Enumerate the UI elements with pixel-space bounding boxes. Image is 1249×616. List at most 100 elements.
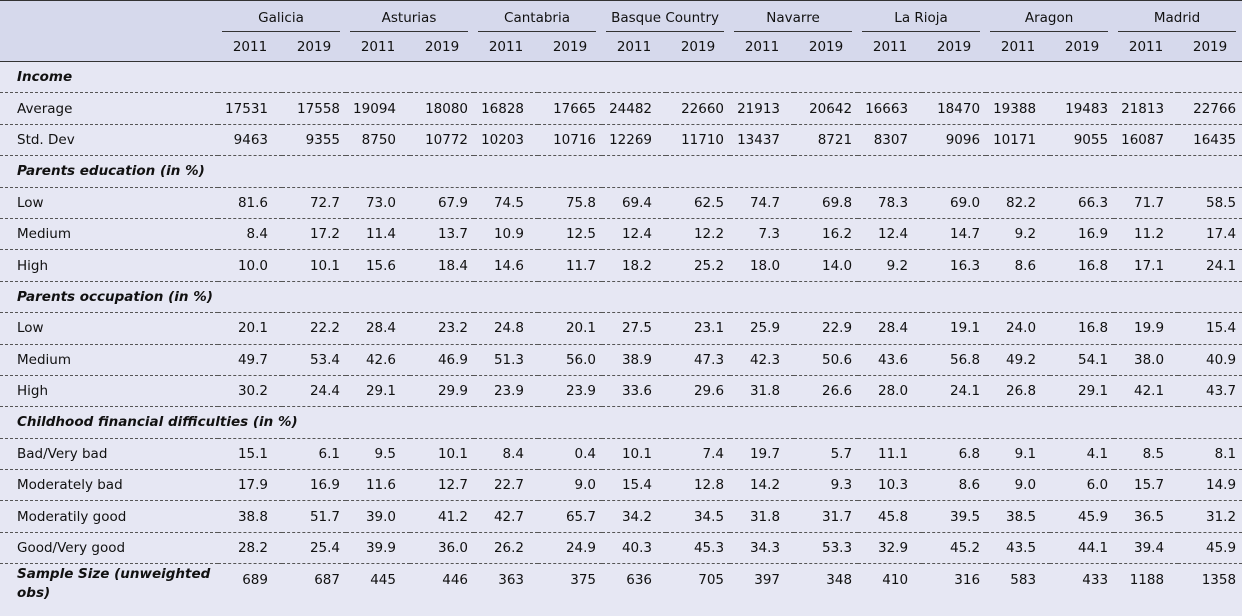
cell: 14.9: [1178, 469, 1243, 502]
cell: 1188: [1129, 572, 1165, 589]
row-label: High: [0, 249, 218, 282]
cell: 13437: [730, 124, 795, 157]
region-name: Navarre: [734, 10, 853, 32]
cell: 25.4: [282, 532, 346, 565]
cell: 28.0: [858, 375, 923, 408]
cell: 45.2: [922, 532, 987, 565]
cell: 28.2: [218, 532, 282, 565]
cell: 67.9: [410, 187, 475, 219]
cell: 74.7: [730, 187, 795, 219]
year-header: 2019: [282, 32, 346, 62]
cell: 43.6: [858, 344, 923, 376]
cell: 69.0: [922, 187, 987, 219]
section-row: Childhood financial difficulties (in %): [0, 406, 1243, 439]
row-label: High: [0, 375, 218, 408]
cell: 10.1: [602, 438, 667, 471]
year-header: 2019: [1050, 32, 1115, 62]
year-header: 2019: [1178, 32, 1243, 62]
cell: 9463: [218, 124, 282, 157]
cell: 11.4: [346, 218, 410, 251]
year-header: 2019: [794, 32, 859, 62]
cell: 50.6: [794, 344, 859, 376]
cell: 19094: [346, 92, 410, 125]
cell: 74.5: [474, 187, 539, 219]
cell: 66.3: [1050, 187, 1115, 219]
cell: 26.6: [794, 375, 859, 408]
cell: 71.7: [1114, 187, 1179, 219]
row-label: Moderately bad: [0, 469, 218, 502]
cell: 32.9: [858, 532, 923, 565]
region-header: Aragon: [986, 0, 1115, 32]
cell: 9.5: [346, 438, 410, 471]
row-label: Medium: [0, 218, 218, 251]
cell: 49.2: [986, 344, 1051, 376]
cell: 11.2: [1114, 218, 1179, 251]
cell: 687: [314, 572, 340, 589]
cell: 31.7: [794, 500, 859, 533]
year-header: 2011: [730, 32, 795, 62]
cell: 38.8: [218, 500, 282, 533]
cell: 16.9: [1050, 218, 1115, 251]
cell: 36.0: [410, 532, 475, 565]
cell: 25.2: [666, 249, 731, 282]
cell: 26.2: [474, 532, 539, 565]
year-header: 2011: [1114, 32, 1179, 62]
region-name: Galicia: [222, 10, 340, 32]
cell: 12.8: [666, 469, 731, 502]
cell: 29.6: [666, 375, 731, 408]
cell: 22.7: [474, 469, 539, 502]
cell: 9.0: [538, 469, 603, 502]
cell: 19.1: [922, 312, 987, 345]
cell: 51.7: [282, 500, 346, 533]
cell: 10.0: [218, 249, 282, 282]
row-label: Bad/Very bad: [0, 438, 218, 471]
cell: 9.3: [794, 469, 859, 502]
cell: 36.5: [1114, 500, 1179, 533]
cell: 24.1: [922, 375, 987, 408]
cell: 10171: [986, 124, 1051, 157]
cell: 8.1: [1178, 438, 1243, 471]
cell: 689: [242, 572, 268, 589]
table-row: Low 81.6 72.7 73.0 67.9 74.5 75.8 69.4 62.5 74.7 6…: [0, 187, 1243, 219]
cell: 446: [442, 572, 469, 589]
cell: 18080: [410, 92, 475, 125]
cell: 26.8: [986, 375, 1051, 408]
cell: 8750: [346, 124, 410, 157]
region-header: La Rioja: [858, 0, 987, 32]
table-row: Good/Very good 28.2 25.4 39.9 36.0 26.2 24.9 40…: [0, 532, 1243, 565]
row-label: Std. Dev: [0, 124, 218, 157]
row-label: Low: [0, 187, 218, 219]
corner: [0, 32, 218, 62]
cell: 15.7: [1114, 469, 1179, 502]
cell: 583: [1010, 572, 1037, 589]
section-title: Parents education (in %): [0, 155, 1243, 188]
table-row: Average 17531 17558 19094 18080 16828 17665 244…: [0, 92, 1243, 125]
cell: 17.1: [1114, 249, 1179, 282]
cell: 34.5: [666, 500, 731, 533]
cell: 17558: [282, 92, 346, 125]
cell: 23.1: [666, 312, 731, 345]
cell: 42.3: [730, 344, 795, 376]
row-label: Sample Size (unweighted obs): [17, 566, 211, 602]
cell: 53.4: [282, 344, 346, 376]
year-header: 2019: [538, 32, 603, 62]
cell: 21913: [730, 92, 795, 125]
cell: 75.8: [538, 187, 603, 219]
cell: 12.7: [410, 469, 475, 502]
cell: 12.4: [602, 218, 667, 251]
cell: 12.5: [538, 218, 603, 251]
table-row: High 30.2 24.4 29.1 29.9 23.9 23.9 33.6 29.6 31.8…: [0, 375, 1243, 408]
cell: 8721: [794, 124, 859, 157]
region-header: Galicia: [218, 0, 346, 32]
cell: 12.4: [858, 218, 923, 251]
cell: 27.5: [602, 312, 667, 345]
cell: 0.4: [538, 438, 603, 471]
row-label: Moderatily good: [0, 500, 218, 533]
row-label: Low: [0, 312, 218, 345]
cell: 18.4: [410, 249, 475, 282]
cell: 45.8: [858, 500, 923, 533]
cell: 38.5: [986, 500, 1051, 533]
cell: 397: [754, 572, 781, 589]
section-title: Childhood financial difficulties (in %): [0, 406, 1243, 439]
cell: 1358: [1201, 572, 1237, 589]
